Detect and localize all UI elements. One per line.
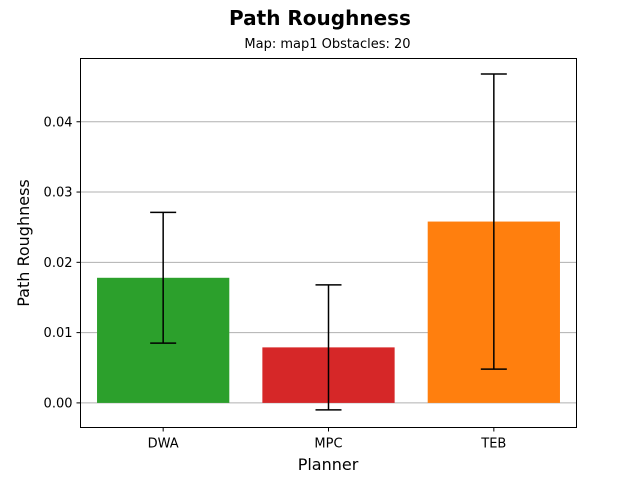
x-tick-label: TEB xyxy=(480,437,506,452)
chart-subtitle: Map: map1 Obstacles: 20 xyxy=(244,37,411,52)
error-bar-mpc xyxy=(315,284,342,411)
y-axis-label: Path Roughness xyxy=(14,179,33,307)
y-tick-label: 0.03 xyxy=(44,186,73,201)
x-ticks: DWA MPC TEB xyxy=(148,427,506,452)
y-tick-label: 0.04 xyxy=(44,115,73,130)
y-tick-label: 0.01 xyxy=(44,326,73,341)
y-tick-label: 0.00 xyxy=(44,396,73,411)
error-bar-teb xyxy=(480,73,507,370)
chart-title: Path Roughness xyxy=(229,6,411,30)
x-tick-label: DWA xyxy=(148,437,179,452)
y-ticks: 0.00 0.01 0.02 0.03 0.04 xyxy=(44,115,81,411)
error-bars xyxy=(150,73,507,411)
error-bar-dwa xyxy=(150,211,177,344)
x-axis-label: Planner xyxy=(298,455,359,474)
x-tick-label: MPC xyxy=(314,437,342,452)
y-tick-label: 0.02 xyxy=(44,256,73,271)
